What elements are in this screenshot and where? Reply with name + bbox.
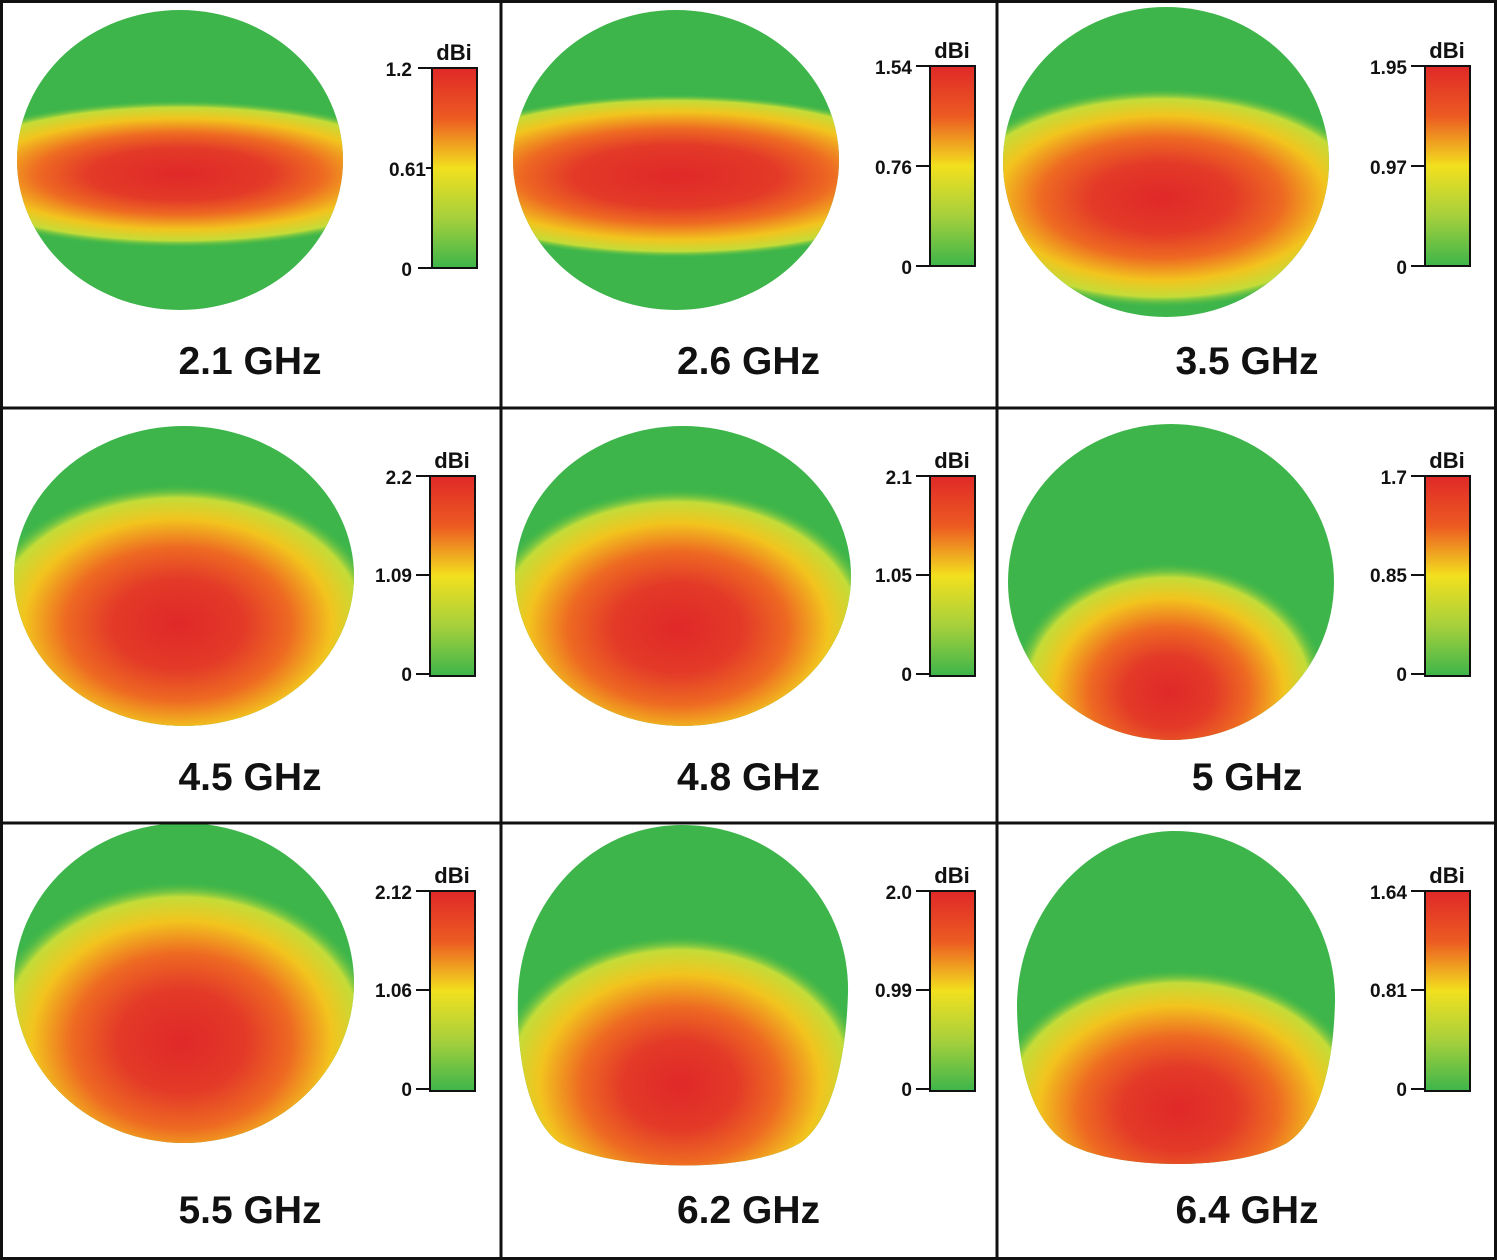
tick-max: 1.95 [1370, 58, 1407, 79]
frequency-label: 5 GHz [1191, 756, 1303, 799]
unit-label: dBi [1429, 863, 1464, 888]
tick-min: 0 [1396, 258, 1407, 279]
tick-mid: 1.09 [375, 566, 412, 587]
unit-label: dBi [436, 40, 471, 65]
tick-min: 0 [1396, 1080, 1407, 1101]
frequency-label: 4.8 GHz [676, 756, 821, 799]
panel-4-5ghz: dBi 2.2 1.09 0 4.5 GHz [0, 410, 500, 823]
frequency-label: 6.2 GHz [676, 1189, 821, 1232]
tick-mid: 0.61 [389, 160, 426, 181]
unit-label: dBi [934, 448, 969, 473]
panel-3-5ghz: dBi 1.95 0.97 0 3.5 GHz [997, 0, 1497, 410]
tick-mid: 0.85 [1370, 566, 1407, 587]
tick-min: 0 [401, 1080, 412, 1101]
unit-label: dBi [434, 448, 469, 473]
panel-6-4ghz: dBi 1.64 0.81 0 6.4 GHz [997, 823, 1497, 1260]
tick-mid: 0.81 [1370, 981, 1407, 1002]
tick-max: 2.2 [386, 468, 412, 489]
frequency-label: 2.1 GHz [178, 340, 322, 383]
tick-min: 0 [901, 1080, 912, 1101]
unit-label: dBi [934, 863, 969, 888]
tick-mid: 1.05 [875, 566, 912, 587]
tick-max: 1.2 [386, 60, 412, 81]
panel-6-2ghz: dBi 2.0 0.99 0 6.2 GHz [500, 823, 997, 1260]
tick-mid: 0.76 [875, 158, 912, 179]
tick-mid: 0.99 [875, 981, 912, 1002]
tick-max: 2.0 [886, 883, 912, 904]
tick-mid: 1.06 [375, 981, 412, 1002]
frequency-label: 3.5 GHz [1175, 340, 1319, 383]
panel-5-5ghz: dBi 2.12 1.06 0 5.5 GHz [0, 823, 500, 1260]
unit-label: dBi [1429, 38, 1464, 63]
tick-mid: 0.97 [1370, 158, 1407, 179]
tick-max: 2.1 [886, 468, 913, 489]
tick-max: 1.64 [1370, 883, 1407, 904]
unit-label: dBi [934, 38, 969, 63]
frequency-label: 2.6 GHz [676, 340, 821, 383]
panel-4-8ghz: dBi 2.1 1.05 0 4.8 GHz [500, 410, 997, 823]
unit-label: dBi [434, 863, 469, 888]
frequency-label: 5.5 GHz [178, 1189, 322, 1232]
panel-5ghz: dBi 1.7 0.85 0 5 GHz [997, 410, 1497, 823]
tick-max: 1.7 [1381, 468, 1407, 489]
frequency-label: 6.4 GHz [1175, 1189, 1319, 1232]
unit-label: dBi [1429, 448, 1464, 473]
panel-2-1ghz: dBi 1.2 0.61 0 2.1 GHz [0, 0, 500, 410]
frequency-label: 4.5 GHz [178, 756, 322, 799]
tick-max: 2.12 [375, 883, 412, 904]
tick-min: 0 [1396, 665, 1407, 686]
tick-min: 0 [901, 258, 912, 279]
tick-min: 0 [901, 665, 912, 686]
panel-2-6ghz: dBi 1.54 0.76 0 2.6 GHz [500, 0, 997, 410]
tick-max: 1.54 [875, 58, 912, 79]
tick-min: 0 [401, 260, 412, 281]
tick-min: 0 [401, 665, 412, 686]
